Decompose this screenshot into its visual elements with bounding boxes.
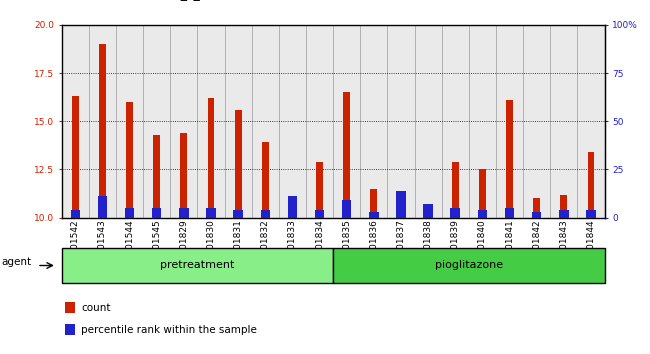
Bar: [316, 162, 323, 218]
Bar: [71, 210, 80, 218]
Bar: [315, 210, 324, 218]
Text: pretreatment: pretreatment: [161, 261, 235, 270]
Bar: [398, 214, 404, 218]
Bar: [469, 25, 496, 218]
Bar: [99, 44, 106, 218]
Text: percentile rank within the sample: percentile rank within the sample: [81, 325, 257, 335]
Bar: [181, 133, 187, 218]
Bar: [152, 208, 161, 218]
Bar: [306, 25, 333, 218]
Bar: [586, 210, 595, 218]
Bar: [233, 210, 243, 218]
Bar: [505, 208, 514, 218]
Text: agent: agent: [1, 257, 31, 267]
Bar: [369, 212, 378, 218]
Bar: [415, 25, 442, 218]
Text: pioglitazone: pioglitazone: [435, 261, 503, 270]
Bar: [496, 25, 523, 218]
Bar: [252, 25, 279, 218]
Bar: [153, 135, 160, 218]
Bar: [65, 324, 75, 335]
Bar: [262, 142, 268, 218]
Bar: [343, 92, 350, 218]
Bar: [170, 25, 198, 218]
Bar: [143, 25, 170, 218]
Bar: [198, 25, 225, 218]
Bar: [235, 110, 242, 218]
Bar: [288, 196, 297, 218]
Bar: [333, 248, 604, 283]
Bar: [442, 25, 469, 218]
Bar: [523, 25, 551, 218]
Bar: [207, 98, 214, 218]
Bar: [65, 302, 75, 313]
Bar: [370, 189, 377, 218]
Bar: [333, 25, 360, 218]
Bar: [62, 25, 89, 218]
Bar: [342, 200, 352, 218]
Bar: [396, 191, 406, 218]
Bar: [89, 25, 116, 218]
Bar: [577, 25, 605, 218]
Bar: [387, 25, 415, 218]
Bar: [506, 100, 513, 218]
Bar: [424, 214, 432, 218]
Bar: [478, 210, 487, 218]
Bar: [72, 96, 79, 218]
Bar: [479, 170, 486, 218]
Bar: [560, 195, 567, 218]
Bar: [532, 212, 541, 218]
Bar: [423, 204, 433, 218]
Bar: [450, 208, 460, 218]
Text: count: count: [81, 303, 110, 313]
Bar: [225, 25, 252, 218]
Bar: [126, 102, 133, 218]
Bar: [116, 25, 143, 218]
Bar: [125, 208, 135, 218]
Bar: [533, 198, 540, 218]
Bar: [179, 208, 188, 218]
Bar: [452, 162, 459, 218]
Bar: [62, 248, 333, 283]
Bar: [206, 208, 216, 218]
Bar: [279, 25, 306, 218]
Bar: [360, 25, 387, 218]
Bar: [289, 204, 296, 218]
Bar: [98, 196, 107, 218]
Bar: [588, 152, 594, 218]
Bar: [261, 210, 270, 218]
Bar: [559, 210, 569, 218]
Bar: [550, 25, 577, 218]
